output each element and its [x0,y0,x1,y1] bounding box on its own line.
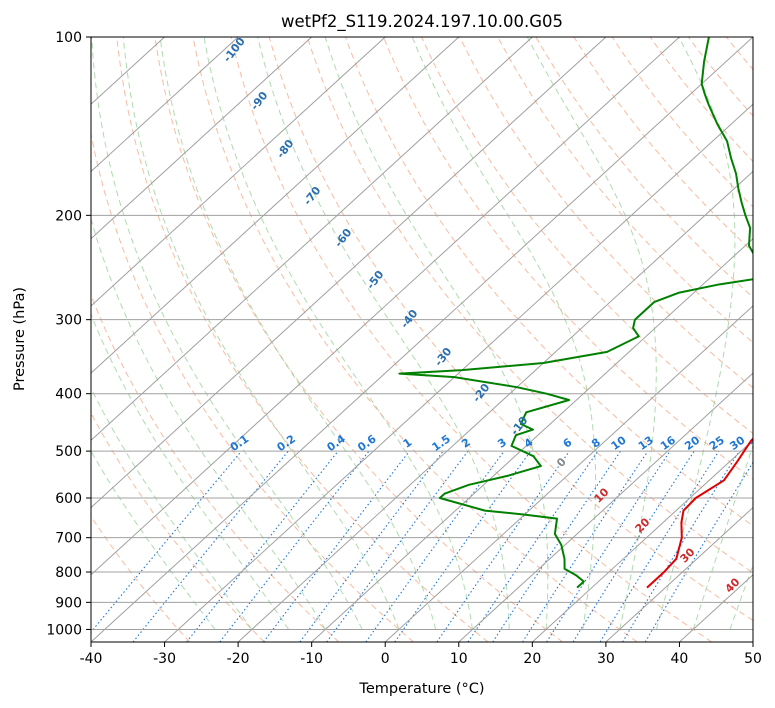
dry-adiabat-line [91,293,340,642]
dry-adiabat-line [421,37,753,435]
moist-adiabat-line [729,563,753,630]
isotherm-line [91,37,460,374]
x-tick-label: 10 [450,651,468,667]
isotherm-line [91,37,533,442]
y-tick-label: 700 [55,531,82,547]
dry-adiabat-line [306,37,753,574]
x-tick-label: 40 [671,651,689,667]
y-tick-label: 200 [55,208,82,224]
dewpoint-line [398,37,753,589]
isotherm-line [91,37,386,307]
dry-adiabats [91,37,753,642]
chart-title: wetPf2_S119.2024.197.10.00.G05 [281,12,563,32]
isotherm-line [91,37,239,173]
moist-adiabat-line [91,450,216,630]
mixing-ratio-line [572,450,695,642]
moist-adiabat-line [159,37,437,630]
moist-adiabat-line [122,37,400,630]
mixing-ratio-label: 36 [748,433,768,453]
mixing-ratio-line [186,450,339,642]
isotherm-line [91,37,753,642]
dry-adiabat-line [535,37,753,298]
x-axis-title: Temperature (°C) [358,681,484,697]
y-tick-label: 600 [55,491,82,507]
moist-adiabat-line [655,37,736,630]
x-tick-label: 30 [597,651,615,667]
moist-adiabat-line [91,313,290,630]
isotherm-line [311,237,753,642]
mixing-ratio-line [467,450,599,642]
isotherm-line [91,37,313,240]
moist-adiabat-line [257,37,510,630]
x-tick-label: -10 [300,651,323,667]
moist-adiabat-line [526,37,657,630]
y-tick-label: 900 [55,595,82,611]
isotherm-line [458,372,753,642]
dry-adiabat-line [192,37,638,642]
y-tick-label: 300 [55,313,82,329]
dry-adiabat-line [91,131,414,642]
y-tick-label: 400 [55,387,82,403]
mixing-ratio-line [436,450,570,642]
y-axis-ticks: 1000 900 800 700 600 500 400 300 200 100 [46,30,91,638]
isobar-grid [91,37,753,630]
mixing-ratio-line [219,450,370,642]
isotherm-line [91,37,607,509]
x-tick-label: -20 [227,651,250,667]
x-axis-ticks: -40 -30 -20 -10 0 10 20 30 40 50 [80,642,762,667]
isotherm-line [164,103,753,642]
moist-adiabat-line [692,443,753,630]
dry-adiabat-line [230,37,713,642]
y-axis-title: Pressure (hPa) [12,287,28,391]
dry-adiabat-line [649,37,753,163]
x-tick-label: -40 [80,651,103,667]
x-tick-label: 20 [523,651,541,667]
isotherm-line [605,506,753,642]
y-tick-label: 800 [55,565,82,581]
plot-frame [90,36,754,643]
moist-adiabat-line [91,37,363,630]
dry-adiabat-line [573,37,753,253]
dry-adiabat-line [344,37,753,527]
moist-adiabats [91,37,753,630]
moist-adiabat-line [91,387,253,630]
dry-adiabat-line [459,37,753,389]
mixing-ratio-line [394,450,532,642]
mixing-ratio-line [546,450,671,642]
isotherm-grid [91,37,753,642]
x-tick-label: -30 [153,651,176,667]
isotherm-line [531,439,753,642]
y-tick-label: 500 [55,444,82,460]
mixing-ratio-line [599,450,720,642]
x-tick-label: 50 [744,651,762,667]
moist-adiabat-line [411,37,597,630]
mixing-ratio-line [91,450,242,633]
mixing-ratio-line [263,450,410,642]
isotherm-line [237,170,753,642]
mixing-ratio-line [132,450,289,642]
isotherm-line [384,305,753,642]
dry-adiabat-line [91,412,265,642]
y-tick-label: 1000 [46,622,82,638]
mixing-ratio-line [644,461,753,642]
moist-adiabat-line [324,37,549,630]
profile-lines [398,37,753,589]
x-tick-label: 0 [381,651,390,667]
isotherm-line [91,37,680,576]
y-tick-label: 100 [55,30,82,46]
temperature-line [646,437,753,589]
dry-adiabat-line [497,37,753,344]
